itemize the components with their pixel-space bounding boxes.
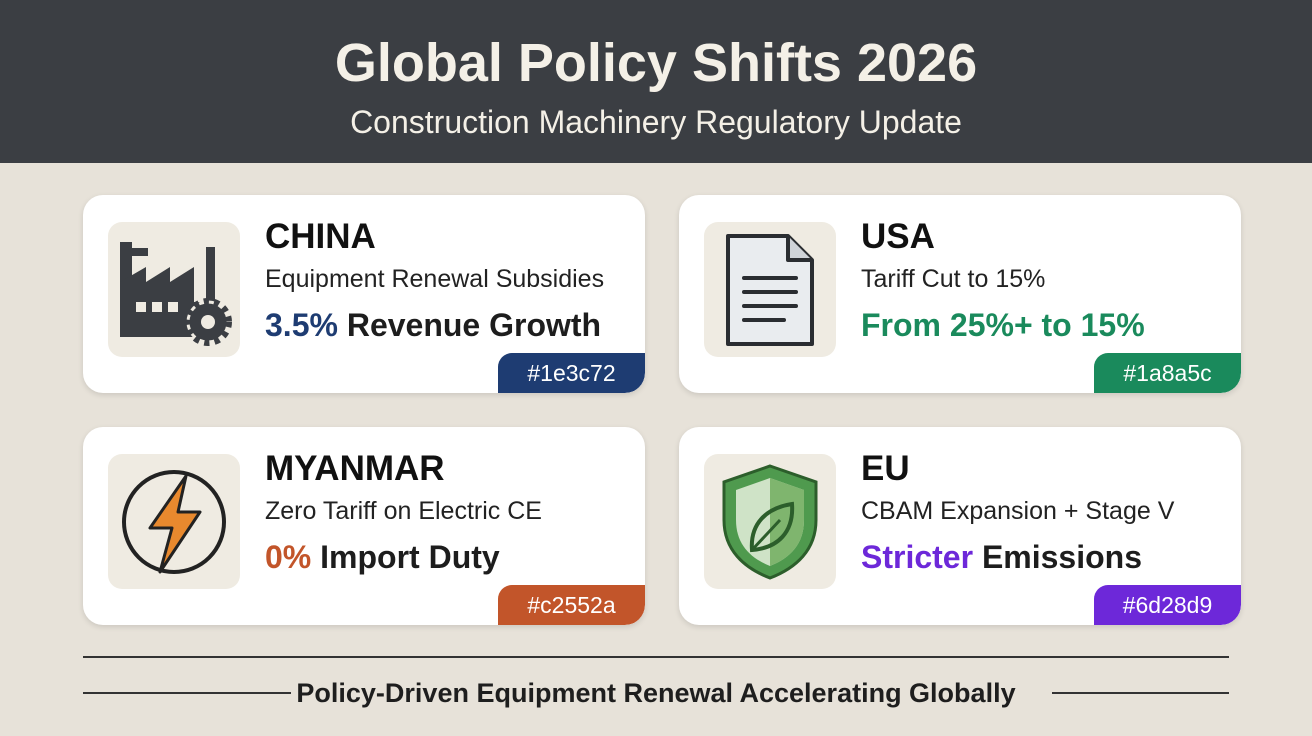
document-icon	[704, 222, 836, 357]
divider	[83, 656, 1229, 658]
country: MYANMAR	[265, 449, 445, 488]
highlight-line: From 25%+ to 15%	[861, 307, 1145, 344]
policy: Equipment Renewal Subsidies	[265, 265, 605, 293]
highlight-rest: Import Duty	[311, 539, 500, 575]
country: EU	[861, 449, 910, 488]
policy: Zero Tariff on Electric CE	[265, 497, 542, 525]
policy-card: EU CBAM Expansion + Stage V Stricter Emi…	[679, 427, 1241, 625]
highlight-line: 0% Import Duty	[265, 539, 500, 576]
policy: Tariff Cut to 15%	[861, 265, 1046, 293]
highlight: 0%	[265, 539, 312, 575]
divider	[1052, 692, 1229, 694]
country: CHINA	[265, 217, 376, 256]
highlight: Stricter	[861, 539, 974, 575]
highlight: From 25%+ to 15%	[861, 307, 1145, 343]
highlight-line: 3.5% Revenue Growth	[265, 307, 601, 344]
policy-card: MYANMAR Zero Tariff on Electric CE 0% Im…	[83, 427, 645, 625]
divider	[83, 692, 291, 694]
policy-card: USA Tariff Cut to 15% From 25%+ to 15% #…	[679, 195, 1241, 393]
lightning-icon	[108, 454, 240, 589]
title: Global Policy Shifts 2026	[334, 33, 978, 93]
highlight-rest: Revenue Growth	[337, 307, 602, 343]
policy: CBAM Expansion + Stage V	[861, 497, 1175, 525]
color-tag: #1e3c72	[498, 353, 645, 393]
footer: Policy-Driven Equipment Renewal Accelera…	[296, 678, 1016, 708]
highlight-line: Stricter Emissions	[861, 539, 1142, 576]
color-tag: #1a8a5c	[1094, 353, 1241, 393]
color-tag: #6d28d9	[1094, 585, 1241, 625]
highlight: 3.5%	[265, 307, 338, 343]
highlight-rest: Emissions	[973, 539, 1142, 575]
country: USA	[861, 217, 935, 256]
color-tag: #c2552a	[498, 585, 645, 625]
shield-icon	[704, 454, 836, 589]
subtitle: Construction Machinery Regulatory Update	[350, 104, 962, 140]
header: Global Policy Shifts 2026 Construction M…	[0, 0, 1312, 163]
policy-card: CHINA Equipment Renewal Subsidies 3.5% R…	[83, 195, 645, 393]
factory-icon	[108, 222, 240, 357]
